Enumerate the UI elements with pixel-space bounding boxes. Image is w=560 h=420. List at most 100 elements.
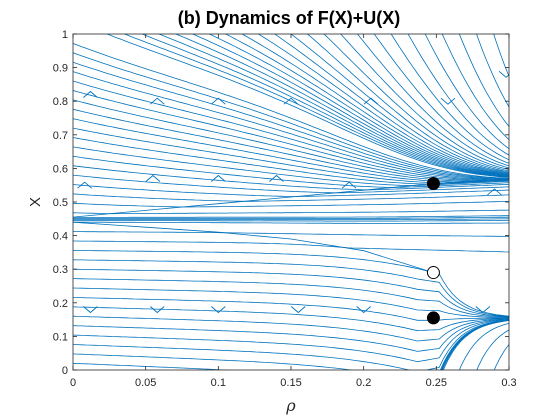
- streamline: [390, 34, 509, 161]
- streamline: [73, 278, 509, 318]
- streamline: [73, 174, 509, 194]
- y-tick-label: 0.3: [53, 264, 68, 276]
- direction-arrow: [341, 181, 357, 189]
- x-tick-label: 0.25: [426, 377, 447, 389]
- streamline: [175, 34, 509, 177]
- y-tick-label: 0.6: [53, 163, 68, 175]
- streamline: [140, 34, 509, 177]
- streamline: [73, 287, 509, 318]
- streamline: [274, 34, 509, 174]
- streamline: [73, 52, 509, 179]
- direction-arrow: [283, 97, 299, 105]
- y-tick-label: 0.2: [53, 298, 68, 310]
- streamline: [73, 221, 434, 273]
- x-tick-label: 0.1: [211, 377, 226, 389]
- streamline: [158, 34, 509, 177]
- streamline: [73, 184, 509, 198]
- streamline: [73, 240, 509, 253]
- streamline: [73, 90, 509, 181]
- y-tick-label: 0.8: [53, 96, 68, 108]
- streamline: [441, 34, 509, 140]
- streamline: [73, 193, 509, 202]
- x-tick-label: 0.15: [280, 377, 301, 389]
- streamline: [224, 34, 509, 175]
- direction-arrow: [150, 306, 165, 314]
- direction-arrow: [150, 97, 165, 105]
- direction-arrow: [211, 174, 226, 182]
- streamline: [441, 320, 509, 370]
- direction-arrow: [145, 174, 161, 182]
- x-tick-label: 0.05: [135, 377, 156, 389]
- direction-arrow: [440, 97, 456, 105]
- direction-arrow: [475, 306, 491, 314]
- x-tick-label: 0: [70, 377, 76, 389]
- direction-arrow: [269, 174, 284, 182]
- streamline: [458, 34, 509, 127]
- streamline: [73, 43, 509, 179]
- streamline: [73, 320, 509, 370]
- y-tick-label: 0.1: [53, 331, 68, 343]
- streamline: [241, 34, 509, 175]
- y-tick-label: 1: [62, 29, 68, 41]
- direction-arrow: [77, 181, 92, 189]
- streamline: [73, 209, 509, 215]
- streamline: [73, 259, 509, 317]
- streamline: [73, 61, 509, 180]
- y-tick-label: 0.5: [53, 197, 68, 209]
- y-tick-label: 0.9: [53, 63, 68, 75]
- streamline: [73, 71, 509, 180]
- direction-arrow: [498, 70, 509, 78]
- streamline: [73, 220, 509, 222]
- y-tick-label: 0.4: [53, 231, 68, 243]
- streamline: [257, 34, 509, 174]
- stable-equilibrium-point: [426, 177, 440, 191]
- streamline: [340, 34, 509, 169]
- direction-arrow: [290, 306, 306, 314]
- streamline: [73, 218, 509, 221]
- streamline: [424, 34, 509, 150]
- stable-equilibrium-point: [426, 311, 440, 325]
- streamline: [73, 318, 509, 352]
- streamline: [208, 34, 509, 176]
- direction-arrow: [211, 306, 226, 314]
- streamline: [73, 201, 509, 208]
- unstable-equilibrium-point: [426, 266, 440, 280]
- streamline: [290, 34, 509, 173]
- streamline: [356, 34, 509, 167]
- streamline: [123, 34, 509, 178]
- direction-arrow: [363, 97, 379, 105]
- streamline: [73, 306, 509, 332]
- direction-arrow: [211, 97, 226, 105]
- streamline: [73, 221, 509, 224]
- streamline: [73, 362, 233, 370]
- streamline: [306, 34, 509, 172]
- x-tick-label: 0.3: [501, 377, 516, 389]
- direction-arrow: [356, 306, 371, 314]
- streamline: [323, 34, 509, 170]
- y-axis-ticks: 0 0.1 0.2 0.3 0.4 0.5 0.6 0.7 0.8 0.9 1: [53, 29, 509, 377]
- y-tick-label: 0.7: [53, 130, 68, 142]
- streamline: [73, 216, 509, 219]
- x-tick-label: 0.2: [356, 377, 371, 389]
- streamline: [73, 268, 509, 318]
- streamline: [73, 315, 509, 342]
- chart-title: (b) Dynamics of F(X)+U(X): [178, 8, 401, 28]
- streamline: [73, 215, 509, 218]
- direction-arrows-group: [77, 70, 509, 314]
- y-tick-label: 0: [62, 365, 68, 377]
- streamline: [73, 80, 509, 181]
- x-axis-ticks: 0 0.05 0.1 0.15 0.2 0.25 0.3: [70, 34, 517, 389]
- streamline: [106, 34, 509, 178]
- direction-arrow: [487, 188, 502, 196]
- equilibria-group: [426, 177, 440, 325]
- x-axis-label: ρ: [285, 396, 296, 415]
- streamline: [373, 34, 509, 164]
- streamline: [476, 329, 509, 370]
- streamline: [476, 34, 509, 108]
- streamline: [493, 34, 509, 77]
- streamline: [191, 34, 509, 176]
- direction-arrow: [83, 306, 98, 314]
- streamline: [73, 319, 509, 363]
